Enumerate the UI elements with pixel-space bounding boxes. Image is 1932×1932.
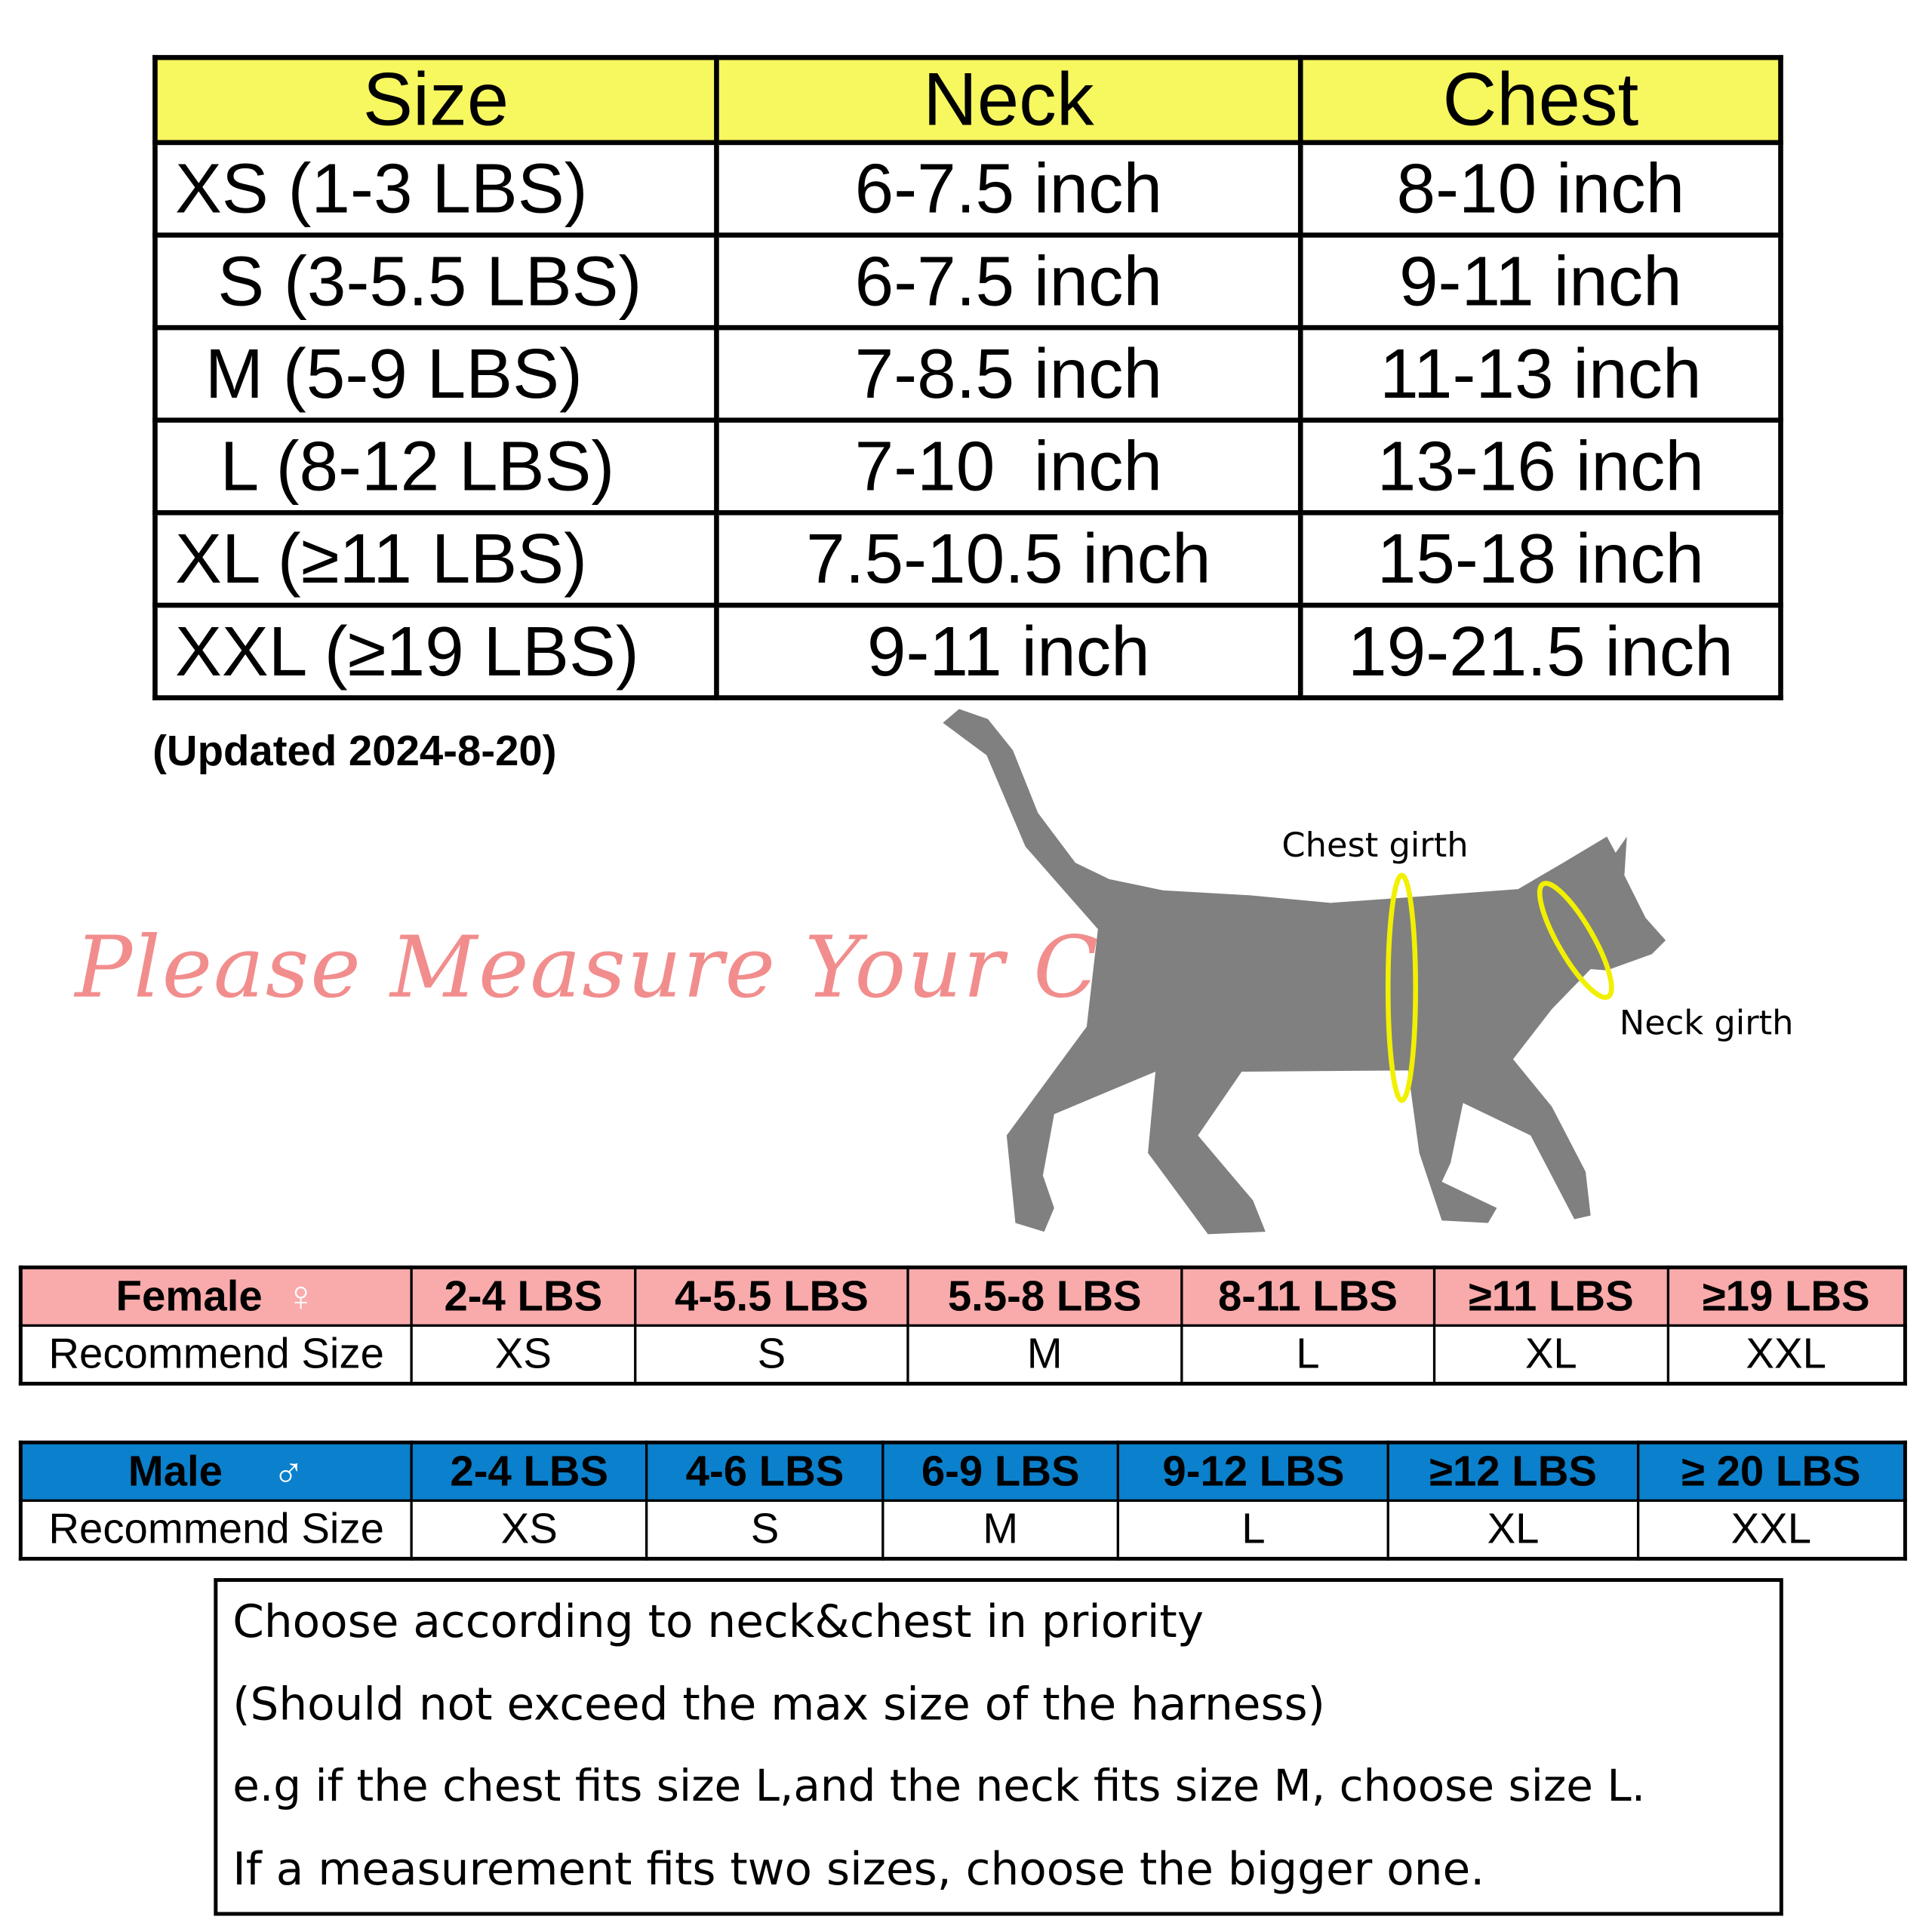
note-line: If a measurement fits two sizes, choose … [232,1844,1485,1896]
size-cell: XXL (≥19 LBS) [152,602,719,700]
size-cell: XL [1433,1324,1669,1386]
header-size: Size [152,54,719,146]
male-symbol-icon: ♂ [272,1447,305,1496]
header-neck: Neck [714,54,1303,146]
chest-cell: 15-18 inch [1297,510,1783,608]
weight-cell: ≥19 LBS [1666,1266,1907,1327]
header-chest: Chest [1297,54,1783,146]
table-row: L (8-12 LBS) 7-10 inch 13-16 inch [152,417,1783,515]
sizing-notes-box: Choose according to neck&chest in priori… [214,1578,1783,1916]
weight-cell: ≥11 LBS [1433,1266,1669,1327]
size-cell: L [1117,1499,1390,1561]
updated-date: (Updated 2024-8-20) [152,728,557,776]
weight-cell: 4-5.5 LBS [633,1266,910,1327]
male-label-cell: Male ♂ [19,1441,413,1502]
size-cell: M (5-9 LBS) [152,325,719,423]
female-label-cell: Female ♀ [19,1266,413,1327]
weight-cell: 2-4 LBS [410,1441,649,1502]
weight-cell: 2-4 LBS [410,1266,637,1327]
chest-girth-label: Chest girth [1281,825,1468,865]
weight-cell: ≥ 20 LBS [1636,1441,1907,1502]
neck-cell: 6-7.5 inch [714,232,1303,331]
size-table: Size Neck Chest XS (1-3 LBS) 6-7.5 inch 8-… [152,54,1783,700]
size-cell: XXL [1666,1324,1907,1386]
neck-cell: 6-7.5 inch [714,140,1303,238]
size-cell: XS (1-3 LBS) [152,140,719,238]
chest-cell: 9-11 inch [1297,232,1783,331]
female-label: Female [115,1272,263,1321]
weight-cell: 4-6 LBS [645,1441,884,1502]
measure-title: Please Measure Your Cat [75,918,1187,1018]
neck-cell: 7.5-10.5 inch [714,510,1303,608]
weight-cell: 5.5-8 LBS [906,1266,1183,1327]
female-weight-row: Female ♀ 2-4 LBS 4-5.5 LBS 5.5-8 LBS 8-11… [19,1266,1907,1327]
size-cell: XS [410,1499,649,1561]
chest-cell: 19-21.5 inch [1297,602,1783,700]
chest-girth-ring [1385,872,1418,1103]
table-row: S (3-5.5 LBS) 6-7.5 inch 9-11 inch [152,232,1783,331]
recommend-size-label: Recommend Size [19,1499,413,1561]
note-line: (Should not exceed the max size of the h… [232,1679,1325,1731]
weight-cell: 6-9 LBS [881,1441,1120,1502]
female-symbol-icon: ♀ [285,1272,317,1321]
size-cell: M [881,1499,1120,1561]
size-cell: XXL [1636,1499,1907,1561]
female-size-table: Female ♀ 2-4 LBS 4-5.5 LBS 5.5-8 LBS 8-11… [18,1265,1907,1386]
size-cell: L [1180,1324,1436,1386]
cat-diagram: Chest girth Neck girth [943,709,1794,1235]
size-cell: XS [410,1324,637,1386]
note-line: e.g if the chest fits size L,and the nec… [232,1761,1646,1812]
size-cell: M [906,1324,1183,1386]
weight-cell: ≥12 LBS [1387,1441,1639,1502]
female-size-row: Recommend Size XS S M L XL XXL [19,1324,1907,1386]
size-cell: XL [1387,1499,1639,1561]
size-cell: XL (≥11 LBS) [152,510,719,608]
male-size-row: Recommend Size XS S M L XL XXL [19,1499,1907,1561]
weight-cell: 9-12 LBS [1117,1441,1390,1502]
chest-cell: 13-16 inch [1297,417,1783,515]
size-table-header: Size Neck Chest [152,54,1783,146]
table-row: XS (1-3 LBS) 6-7.5 inch 8-10 inch [152,140,1783,238]
recommend-size-label: Recommend Size [19,1324,413,1386]
neck-cell: 9-11 inch [714,602,1303,700]
table-row: XL (≥11 LBS) 7.5-10.5 inch 15-18 inch [152,510,1783,608]
size-cell: S (3-5.5 LBS) [152,232,719,331]
neck-girth-label: Neck girth [1620,1002,1794,1042]
chest-cell: 11-13 inch [1297,325,1783,423]
size-cell: L (8-12 LBS) [152,417,719,515]
male-weight-row: Male ♂ 2-4 LBS 4-6 LBS 6-9 LBS 9-12 LBS ≥… [19,1441,1907,1502]
table-row: M (5-9 LBS) 7-8.5 inch 11-13 inch [152,325,1783,423]
size-cell: S [645,1499,884,1561]
note-line: Choose according to neck&chest in priori… [232,1596,1204,1648]
table-row: XXL (≥19 LBS) 9-11 inch 19-21.5 inch [152,602,1783,700]
neck-cell: 7-8.5 inch [714,325,1303,423]
male-label: Male [128,1447,223,1496]
male-size-table: Male ♂ 2-4 LBS 4-6 LBS 6-9 LBS 9-12 LBS ≥… [18,1440,1907,1561]
chest-cell: 8-10 inch [1297,140,1783,238]
neck-girth-ring [1537,881,1614,1000]
weight-cell: 8-11 LBS [1180,1266,1436,1327]
cat-silhouette-icon [943,709,1666,1235]
neck-cell: 7-10 inch [714,417,1303,515]
size-cell: S [633,1324,910,1386]
